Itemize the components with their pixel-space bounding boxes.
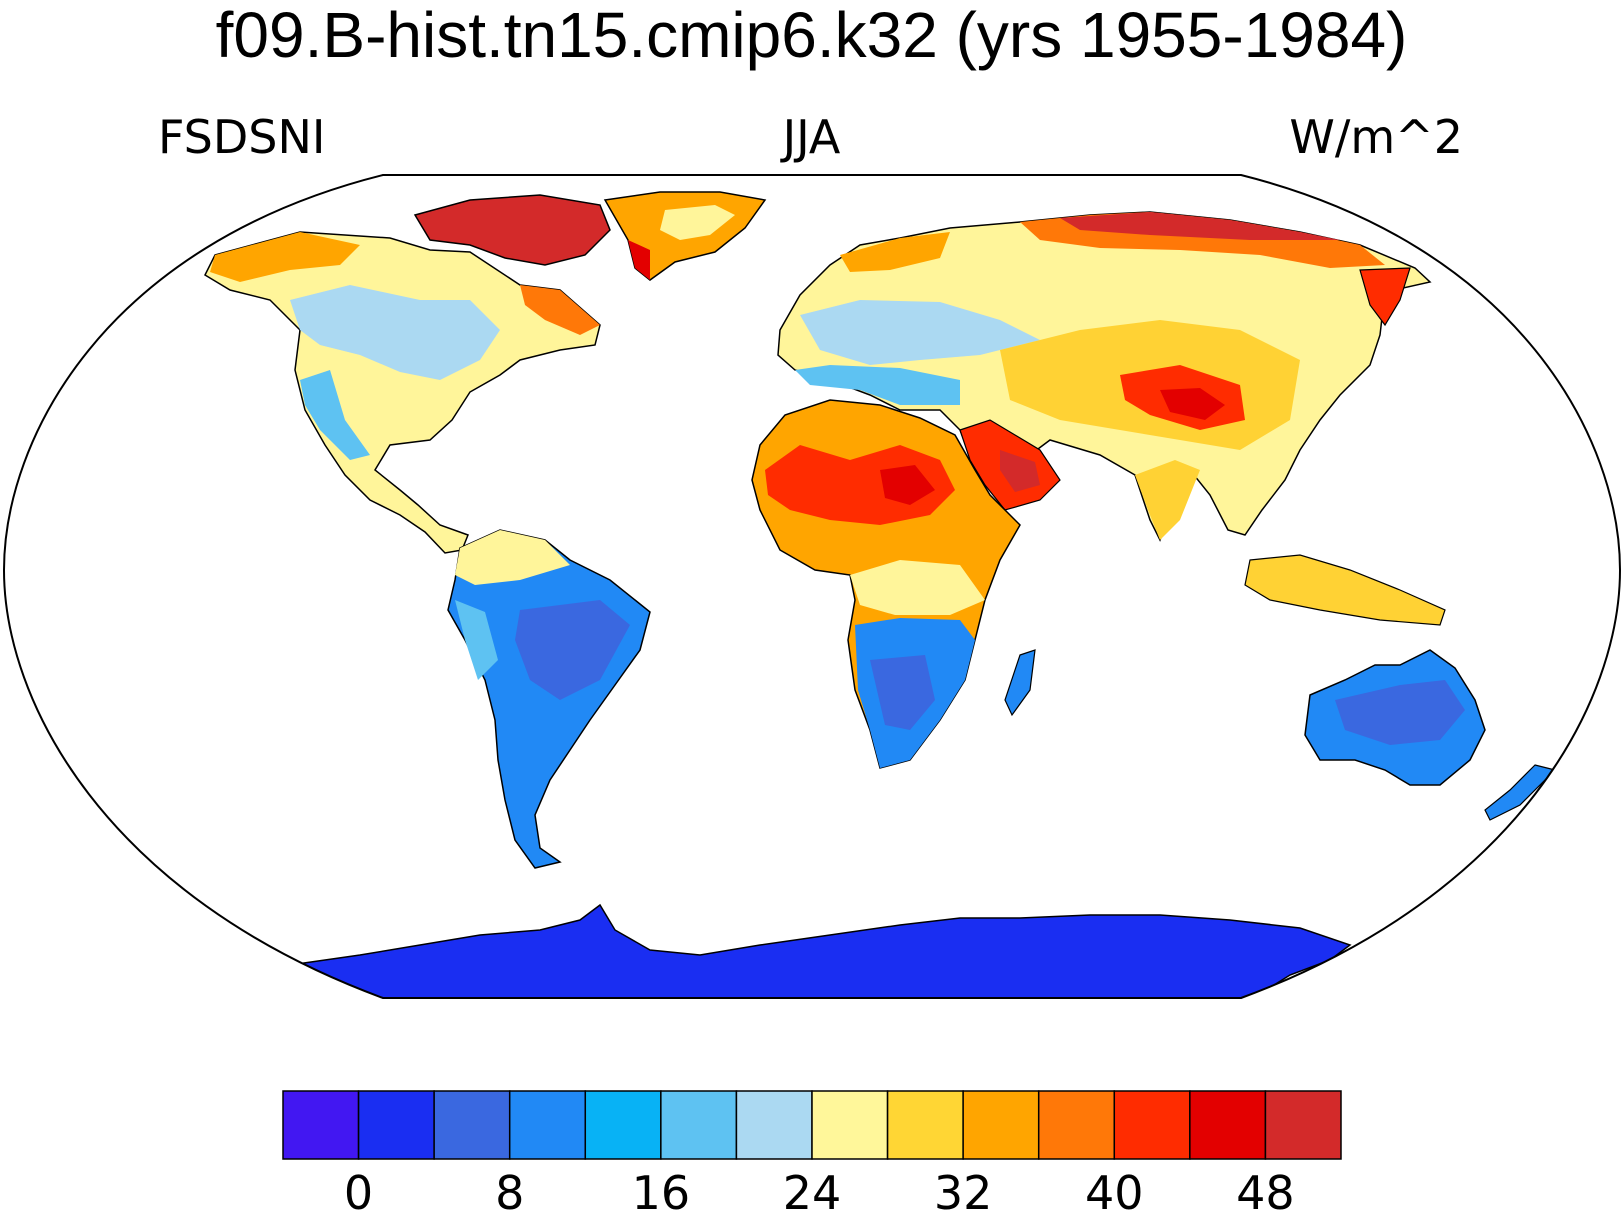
south-america-north-warm [455,530,570,585]
hudson-east-warm [520,285,600,335]
colorbar-tick-label: 16 [632,1166,691,1218]
kamchatka-red [1359,267,1411,327]
colorbar-box [735,1090,813,1160]
india-warm [1135,460,1200,540]
indonesia-islands [1244,554,1446,626]
scandinavia-warm [840,232,950,272]
colorbar-box [508,1090,587,1160]
sahara-core [880,465,935,505]
arctic-islands [413,194,611,266]
colorbar-box [584,1090,662,1160]
north-america-land [204,231,601,554]
brazil-low [515,600,630,700]
australia-interior [1335,680,1465,745]
units-label: W/m^2 [1289,110,1463,164]
arctic-coast-hot [1060,212,1340,240]
colorbar: 0 8 16 24 32 40 48 [282,1090,1342,1218]
colorbar-box [1264,1090,1342,1160]
colorbar-tick-label: 0 [344,1166,373,1218]
colorbar-box [660,1090,738,1160]
colorbar-box [1113,1090,1191,1160]
antarctica-land [287,903,1352,998]
andes-light [455,600,498,680]
variable-name-label: FSDSNI [158,110,326,164]
sahara-hot [765,445,955,525]
colorbar-tick-label: 8 [495,1166,524,1218]
colorbar-tick-label: 24 [783,1166,842,1218]
arabia-core [1000,450,1040,492]
season-label: JJA [782,110,841,164]
colorbar-box [282,1090,360,1160]
colorbar-box [1037,1090,1116,1160]
north-america-cool-region [290,285,500,380]
colorbar-tick-label: 48 [1236,1166,1295,1218]
central-africa-mild [850,560,985,615]
europe-cool [800,300,1040,365]
colorbar-box [433,1090,511,1160]
tibet-core [1160,388,1225,420]
colorbar-box [962,1090,1040,1160]
greenland-center [660,205,735,240]
colorbar-tick-label: 40 [1085,1166,1144,1218]
colorbar-tick-label: 32 [934,1166,993,1218]
west-coast-cool [300,370,370,460]
colorbar-box [811,1090,889,1160]
mediterranean-cool [795,365,960,405]
madagascar [1004,649,1036,717]
colorbar-box [886,1090,964,1160]
alaska-warm [210,232,360,282]
greenland-south [628,240,650,280]
kalahari-low [870,655,935,730]
colorbar-box [1189,1090,1267,1160]
colorbar-box [357,1090,435,1160]
land-field [204,191,1557,998]
map-boundary [2,174,1622,999]
plot-title: f09.B-hist.tn15.cmip6.k32 (yrs 1955-1984… [215,0,1408,71]
